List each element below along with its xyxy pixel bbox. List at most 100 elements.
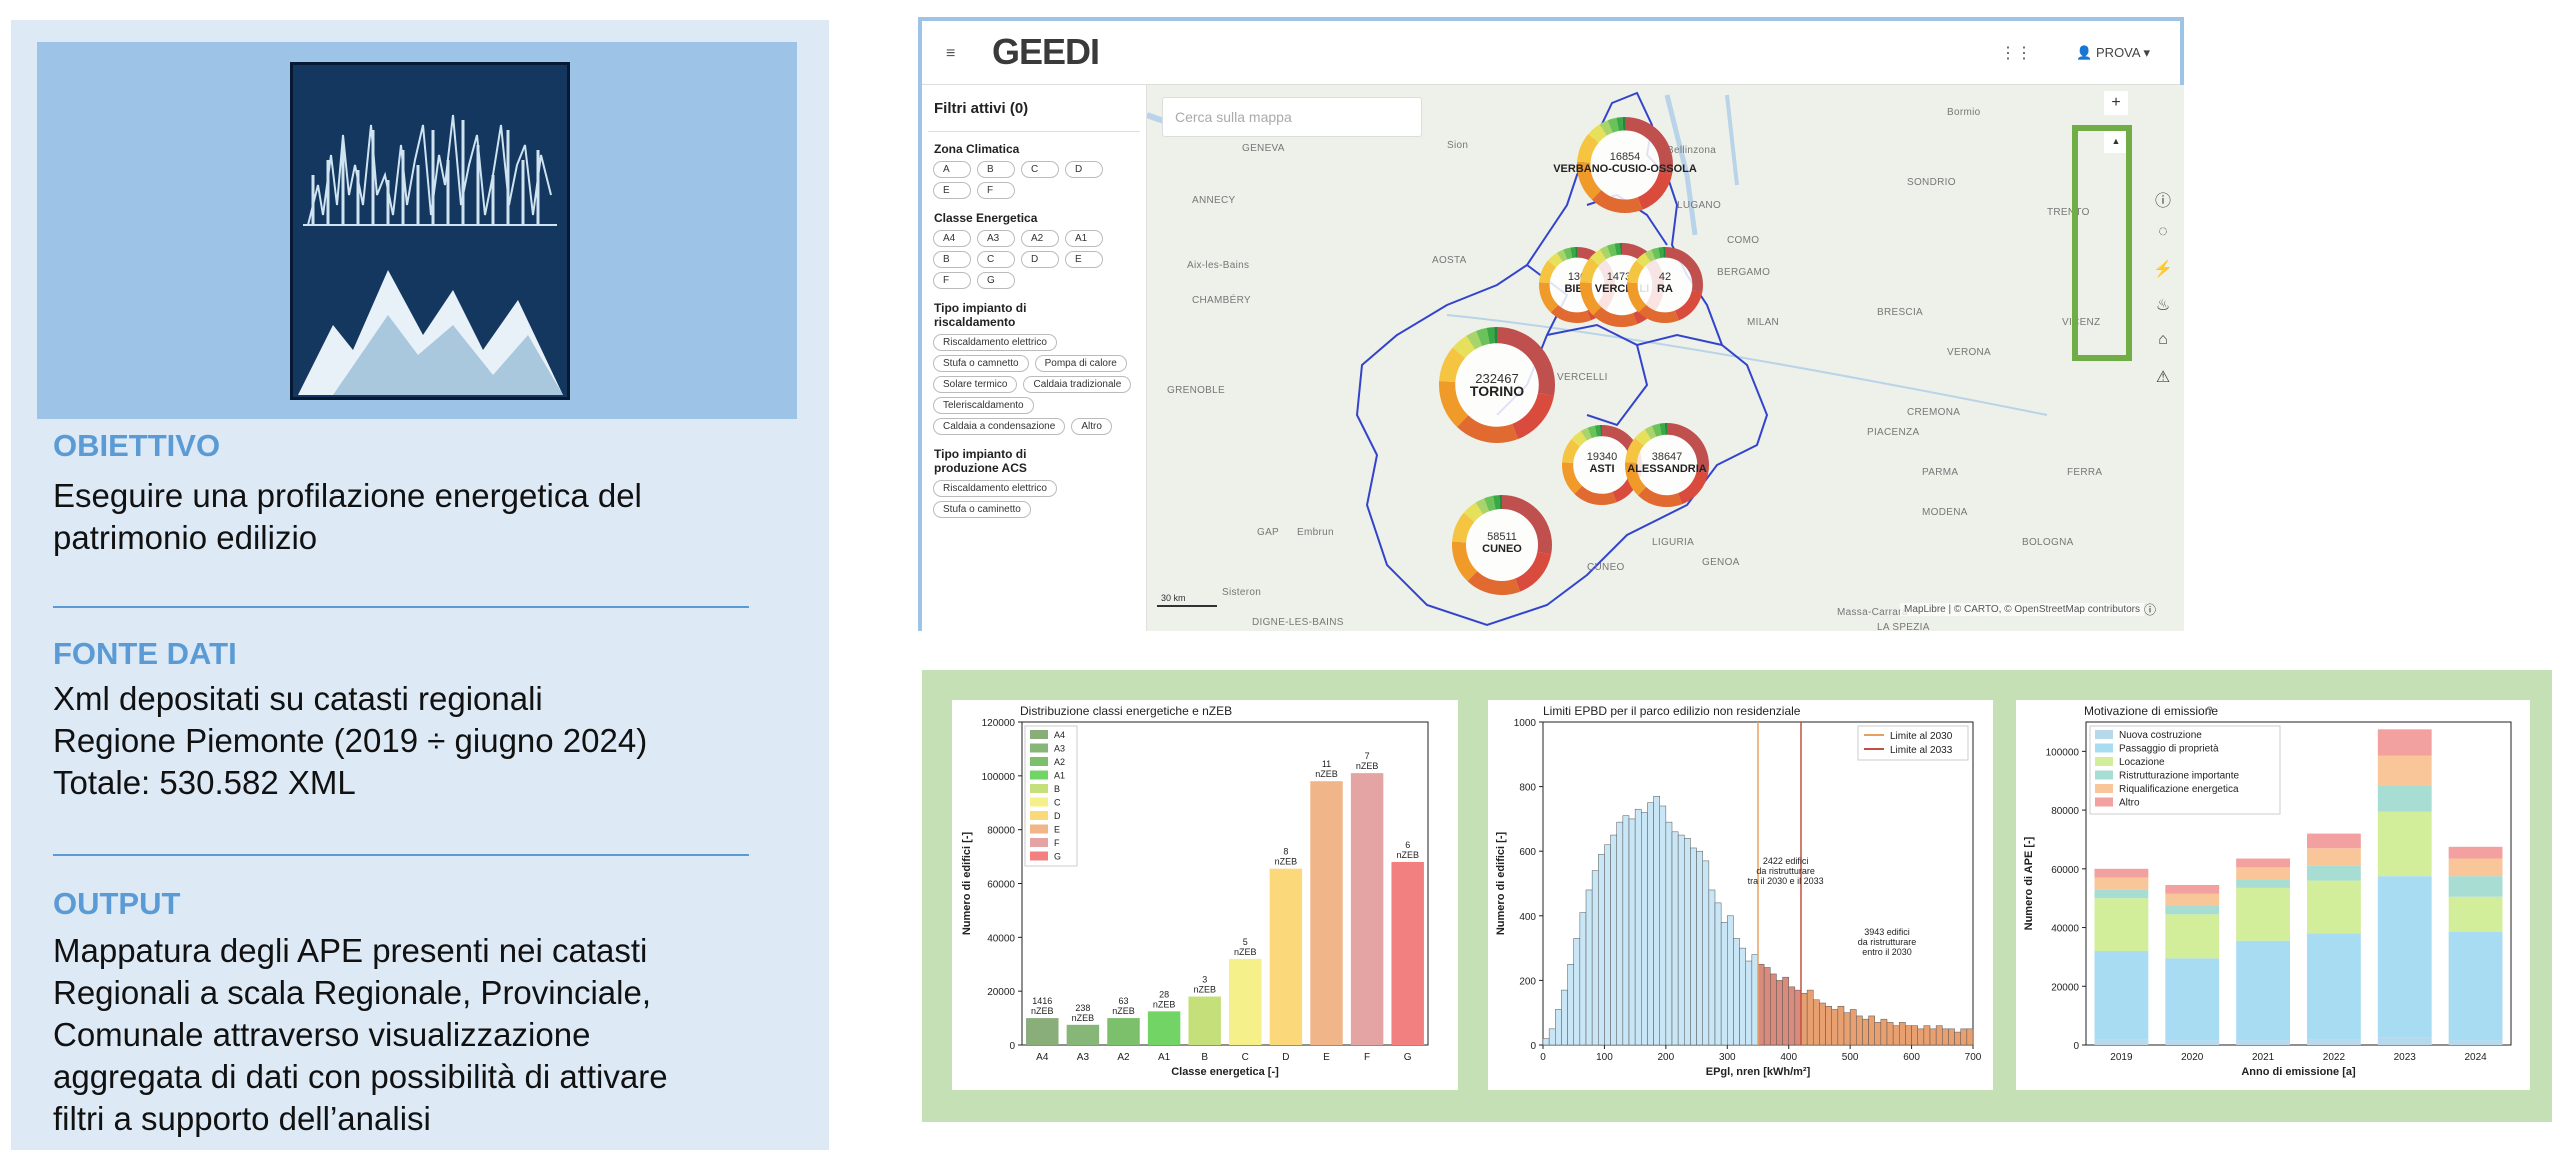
map-place-label: VICENZ [2062, 317, 2101, 328]
histogram-bar [1542, 1038, 1550, 1046]
filter-chip[interactable]: G [977, 272, 1015, 289]
app-logo[interactable]: GEEDI [992, 31, 1100, 72]
legend-label: G [1054, 852, 1061, 862]
legend-label: D [1054, 811, 1061, 821]
legend-swatch [2095, 770, 2113, 780]
map-place-label: GENOA [1702, 557, 1740, 568]
map-place-label: CHAMBÉRY [1192, 295, 1251, 306]
map-place-label: FERRA [2067, 467, 2103, 478]
legend-label: A2 [1054, 757, 1065, 767]
legend-label: Locazione [2119, 757, 2165, 768]
legend-label: F [1054, 838, 1060, 848]
x-tick-label: 300 [1719, 1052, 1736, 1063]
filter-chip[interactable]: B [977, 161, 1015, 178]
geedi-app-window: ≡ GEEDI ⋮⋮ 👤 PROVA ▾ Filtri attivi (0) Z… [918, 17, 2184, 631]
x-tick-label: 2021 [2252, 1052, 2275, 1063]
province-donut[interactable]: 38647 ALESSANDRIA [1623, 421, 1711, 509]
histogram-bar [1622, 815, 1630, 1046]
map-place-label: PARMA [1922, 467, 1959, 478]
user-menu[interactable]: 👤 PROVA ▾ [2076, 45, 2150, 61]
filter-chip[interactable]: A4 [933, 230, 971, 247]
filter-chip[interactable]: Solare termico [933, 376, 1018, 393]
info-icon[interactable]: ⓘ [2143, 603, 2156, 617]
power-tower-icon[interactable]: ⌂ [2158, 331, 2168, 348]
data-label: nZEB [1072, 1013, 1095, 1023]
filter-chip[interactable]: A3 [977, 230, 1015, 247]
map-view[interactable]: GENEVA ANNECY Aix-les-Bains CHAMBÉRY GRENOBL… [1147, 85, 2184, 631]
bar [1391, 861, 1424, 1045]
map-place-label: BOLOGNA [2022, 537, 2074, 548]
bar [1188, 996, 1221, 1045]
filter-chip[interactable]: F [977, 182, 1015, 199]
filter-chip[interactable]: E [933, 182, 971, 199]
filter-chip[interactable]: C [977, 251, 1015, 268]
map-place-label: GENEVA [1242, 143, 1285, 154]
histogram-bar [1579, 912, 1587, 1046]
flame-icon[interactable]: ♨ [2155, 297, 2171, 314]
province-donut[interactable]: 16854 VERBANO-CUSIO-OSSOLA [1553, 115, 1697, 215]
zoom-in-button[interactable]: + [2104, 91, 2128, 115]
map-place-label: Bellinzona [1667, 145, 1717, 156]
x-tick-label: 2024 [2464, 1052, 2487, 1063]
menu-collapse-icon[interactable]: ≡ [946, 45, 956, 62]
filter-chip[interactable]: Riscaldamento elettrico [933, 334, 1057, 351]
lightning-icon[interactable]: ⚡ [2153, 261, 2173, 278]
histogram-bar [1923, 1025, 1931, 1046]
filter-chip[interactable]: A1 [1065, 230, 1103, 247]
y-tick-label: 0 [1009, 1041, 1015, 1052]
legend-swatch [1030, 743, 1048, 753]
filter-chip[interactable]: E [1065, 251, 1103, 268]
province-donut[interactable]: 58511 CUNEO [1450, 493, 1554, 597]
histogram-bar [1954, 1031, 1961, 1046]
legend-label: Ristrutturazione importante [2119, 771, 2239, 782]
map-place-label: Bormio [1947, 107, 1981, 118]
warning-icon[interactable]: ⚠ [2155, 369, 2171, 386]
data-label: 3 [1202, 975, 1207, 985]
filter-chip[interactable]: Riscaldamento elettrico [933, 480, 1057, 497]
chart-card-classes: Distribuzione classi energetiche e nZEB 0… [952, 700, 1458, 1090]
donut-value: 19340 [1586, 451, 1618, 463]
compass-button[interactable]: ▲ [2104, 129, 2128, 153]
filter-chip[interactable]: Stufa o camnetto [933, 355, 1029, 372]
map-place-label: AOSTA [1432, 255, 1467, 266]
legend-swatch [1030, 784, 1048, 793]
x-tick-label: A1 [1158, 1052, 1171, 1063]
filter-chip[interactable]: D [1065, 161, 1103, 178]
filter-chip[interactable]: D [1021, 251, 1059, 268]
donut-segment [1452, 495, 1552, 595]
filter-chip[interactable]: F [933, 272, 971, 289]
info-circle-icon[interactable]: ⓘ [2154, 193, 2171, 210]
stacked-bar-segment [2165, 905, 2220, 915]
data-label: 28 [1159, 989, 1169, 999]
filters-title: Filtri attivi (0) [934, 100, 1029, 117]
map-place-label: GRENOBLE [1167, 385, 1225, 396]
histogram-bar [1653, 796, 1660, 1046]
highlight-box [2072, 125, 2132, 361]
apps-grid-icon[interactable]: ⋮⋮ [2000, 45, 2032, 62]
filter-chip[interactable]: Pompa di calore [1034, 355, 1127, 372]
filter-group-label: Zona Climatica [934, 142, 1020, 156]
map-place-label: GAP [1257, 527, 1280, 538]
filter-chip[interactable]: C [1021, 161, 1059, 178]
filter-chip[interactable]: A2 [1021, 230, 1059, 247]
filter-chip[interactable]: Caldaia a condensazione [933, 418, 1066, 435]
data-label: nZEB [1275, 857, 1298, 867]
province-donut[interactable]: 232467 TORINO [1437, 325, 1557, 445]
province-donut[interactable]: 42 RA [1625, 245, 1705, 325]
selection-circle-icon[interactable]: ◌ [2158, 223, 2168, 240]
map-search-input[interactable]: Cerca sulla mappa [1162, 97, 1422, 137]
filter-chip[interactable]: Stufa o caminetto [933, 501, 1031, 518]
filter-chip[interactable]: Altro [1071, 418, 1112, 435]
filter-chip[interactable]: A [933, 161, 971, 178]
filter-chip[interactable]: Teleriscaldamento [933, 397, 1034, 414]
filter-chip[interactable]: Caldaia tradizionale [1023, 376, 1132, 393]
y-axis-label: Numero di APE [-] [2023, 836, 2035, 930]
donut-segment [1577, 117, 1673, 213]
x-tick-label: 2019 [2110, 1052, 2133, 1063]
y-tick-label: 20000 [2051, 982, 2079, 993]
y-tick-label: 100000 [2046, 747, 2080, 758]
annotation: 2422 edifici [1763, 856, 1809, 866]
filter-chip[interactable]: B [933, 251, 971, 268]
legend-swatch [1030, 757, 1048, 766]
donut-segment [1580, 243, 1664, 327]
